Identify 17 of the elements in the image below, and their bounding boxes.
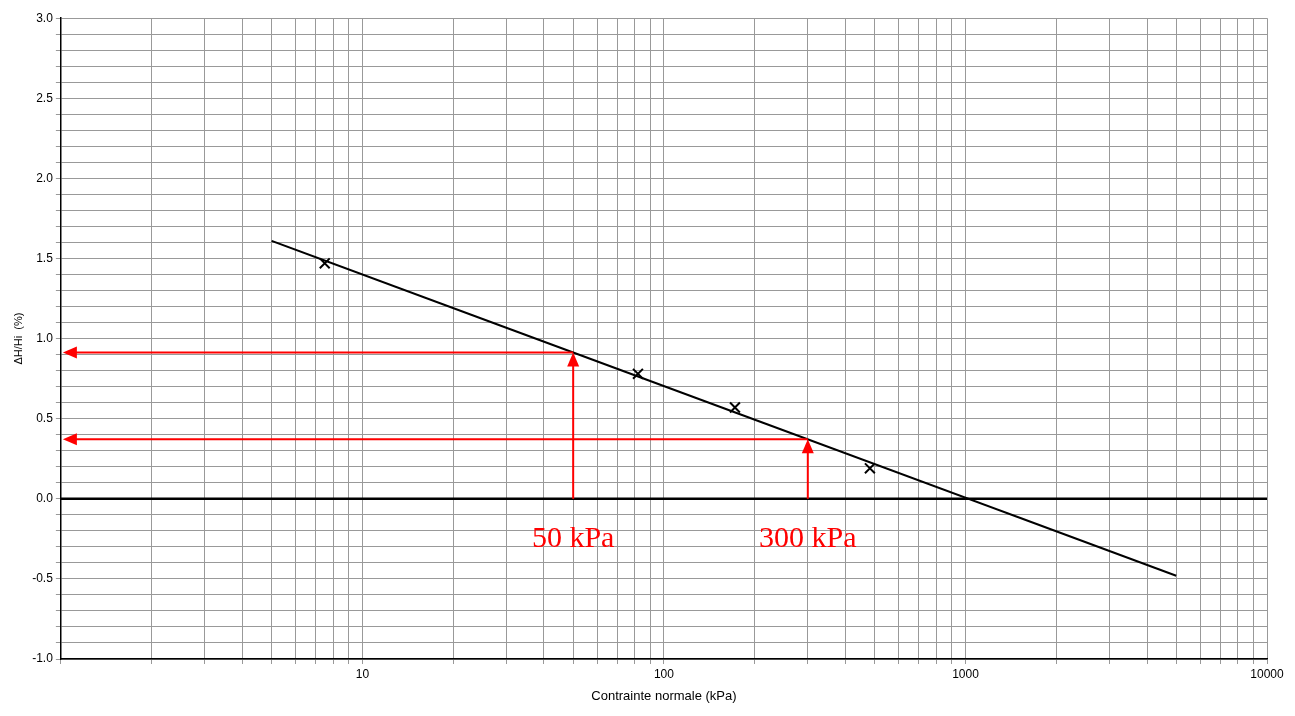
ref-line-label: 300 kPa	[759, 519, 857, 553]
y-tick-label: 1.5	[36, 250, 54, 265]
y-tick-label: 3.0	[36, 10, 54, 25]
y-tick-label: 0.0	[36, 491, 54, 506]
y-tick-label: 0.5	[36, 411, 54, 426]
y-tick-label: -1.0	[32, 651, 54, 666]
x-tick-label: 10000	[1250, 666, 1285, 681]
y-tick-label: 2.0	[36, 170, 54, 185]
x-tick-label: 1000	[952, 666, 980, 681]
x-tick-label: 10	[355, 666, 370, 681]
x-axis-title: Contrainte normale (kPa)	[591, 687, 737, 703]
y-tick-label: -0.5	[32, 571, 54, 586]
x-tick-label: 100	[653, 666, 675, 681]
ref-line-label: 50 kPa	[531, 519, 615, 553]
y-tick-label: 2.5	[36, 90, 54, 105]
y-tick-label: 1.0	[36, 330, 54, 345]
y-axis-title: ΔH/Hi (%)	[11, 312, 24, 365]
